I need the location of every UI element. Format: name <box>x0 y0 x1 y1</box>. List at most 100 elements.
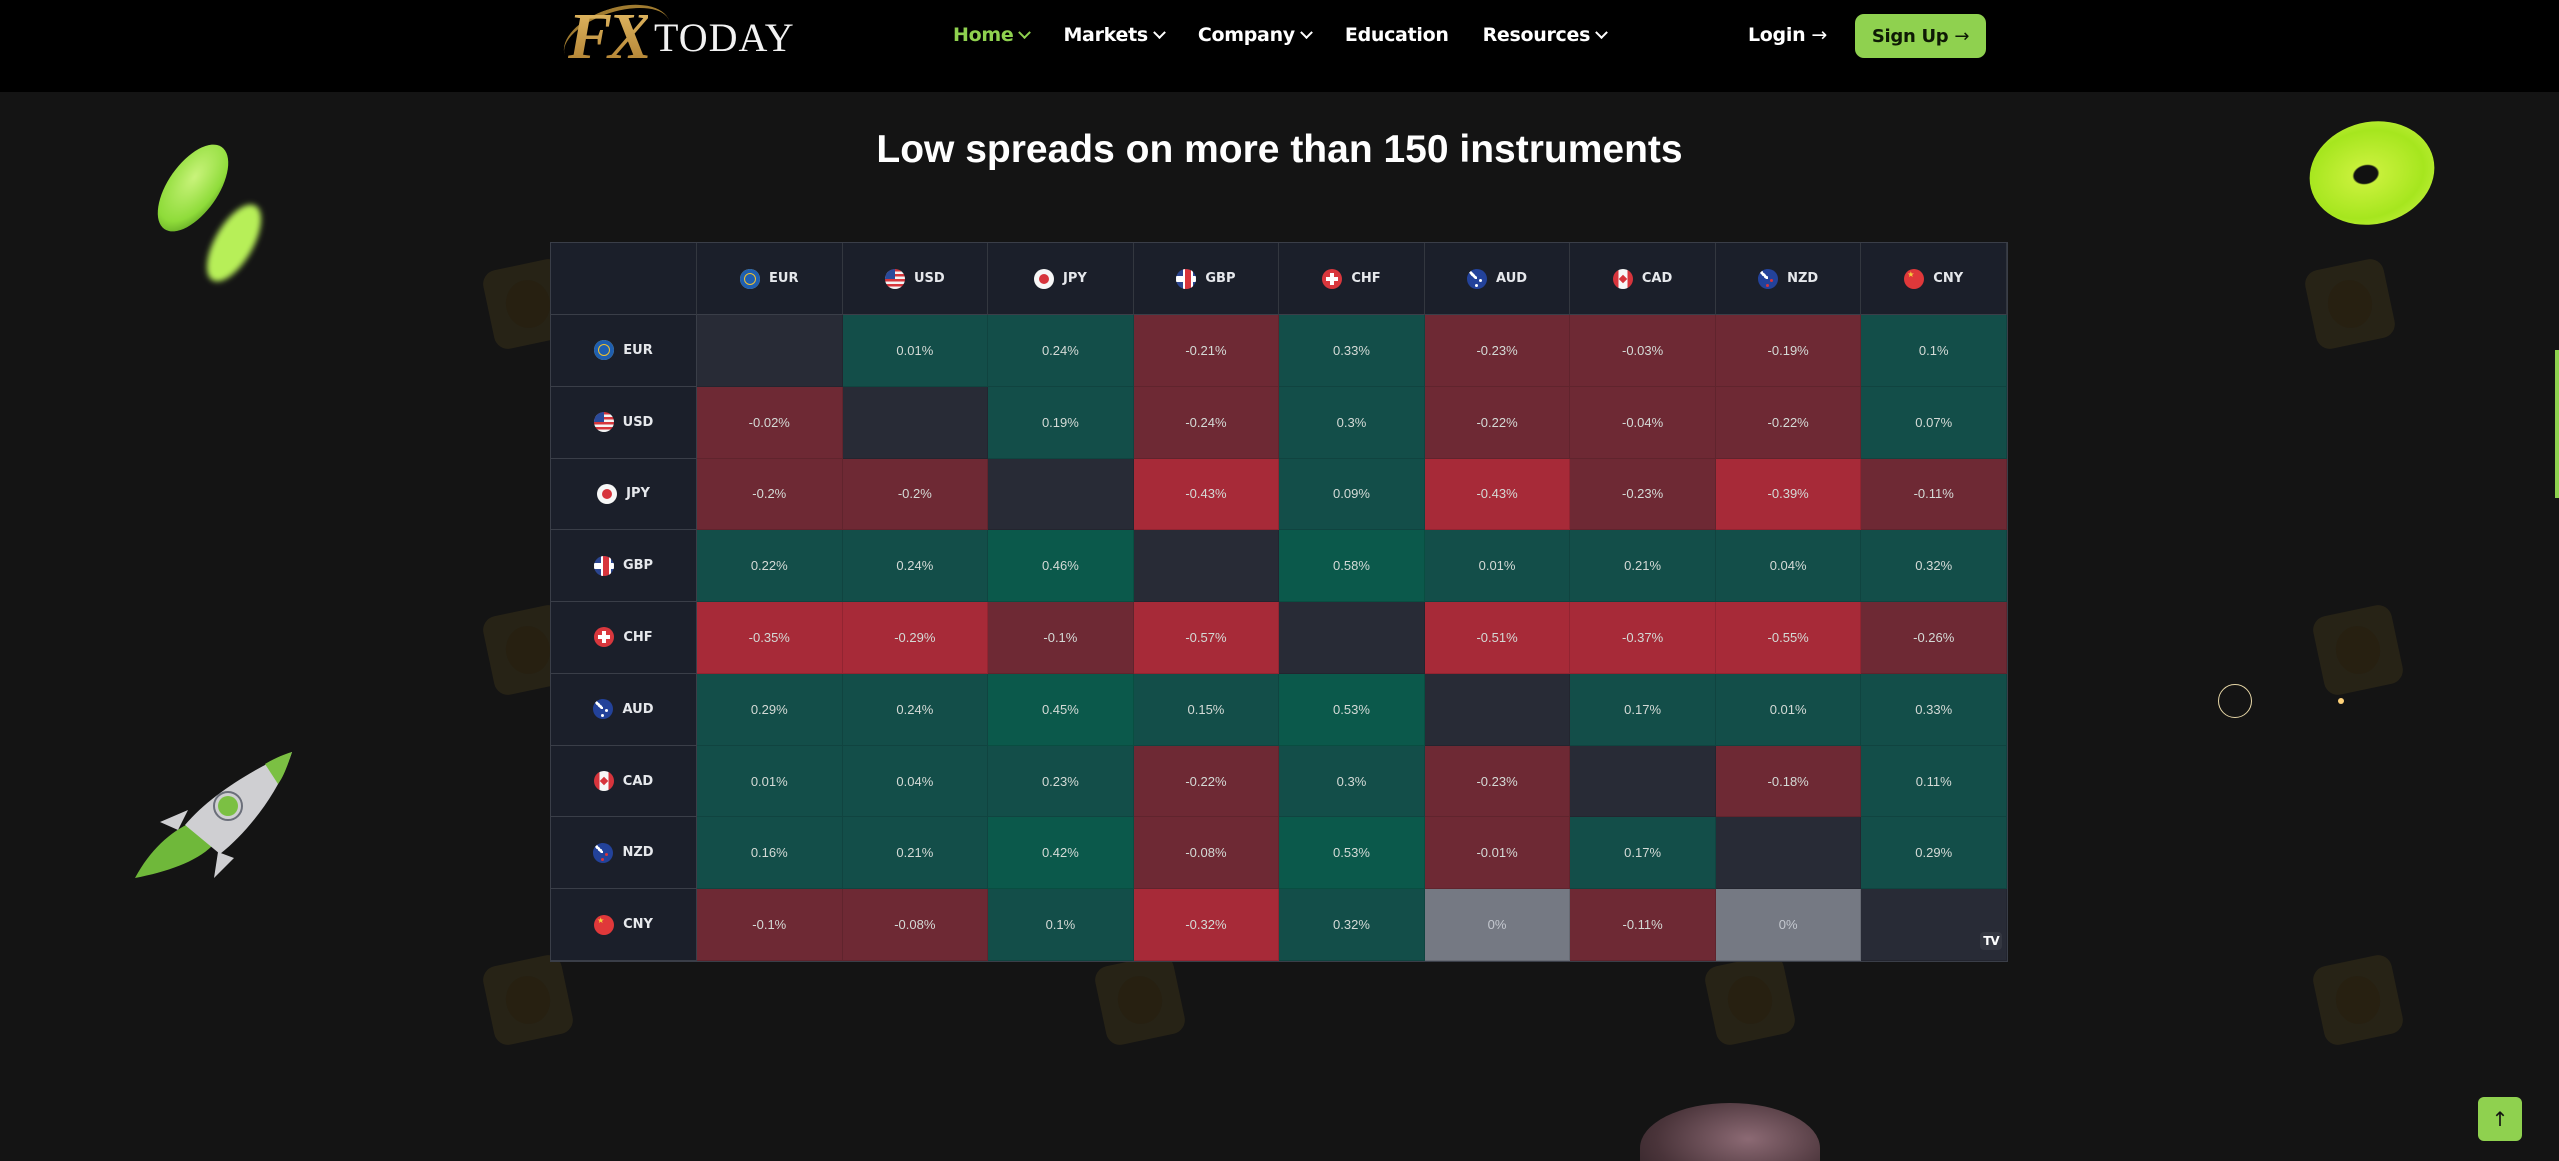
heatmap-cell[interactable]: 0.16% <box>697 817 843 890</box>
heatmap-cell[interactable]: 0.17% <box>1570 673 1716 746</box>
heatmap-cell[interactable]: 0.21% <box>842 817 989 890</box>
heatmap-cell[interactable]: 0.1% <box>1861 315 2007 387</box>
heatmap-cell[interactable]: 0.15% <box>1133 673 1280 746</box>
row-header-chf: CHF <box>551 602 697 674</box>
nav-item-resources[interactable]: Resources <box>1483 24 1608 46</box>
heatmap-cell-empty[interactable]: TV <box>1861 889 2007 961</box>
heatmap-cell[interactable]: -0.22% <box>1424 386 1571 459</box>
heatmap-cell-empty[interactable] <box>1133 530 1280 603</box>
heatmap-cell[interactable]: 0.3% <box>1279 386 1425 459</box>
currency-code: GBP <box>1205 271 1236 286</box>
heatmap-cell[interactable]: 0.33% <box>1279 315 1425 387</box>
heatmap-cell[interactable]: 0.04% <box>1715 530 1862 603</box>
heatmap-cell[interactable]: 0.42% <box>988 817 1134 890</box>
heatmap-cell[interactable]: 0.01% <box>1715 673 1862 746</box>
heatmap-cell[interactable]: 0.21% <box>1570 530 1716 603</box>
nav-item-company[interactable]: Company <box>1198 24 1313 46</box>
heatmap-cell-empty[interactable] <box>1570 745 1716 818</box>
heatmap-cell[interactable]: -0.02% <box>697 386 843 459</box>
tradingview-logo-icon[interactable]: TV <box>1980 932 2002 950</box>
heatmap-cell[interactable]: 0.22% <box>697 530 843 603</box>
heatmap-cell[interactable]: 0.24% <box>842 530 989 603</box>
heatmap-cell[interactable]: -0.21% <box>1133 315 1280 387</box>
heatmap-cell[interactable]: 0.01% <box>842 315 989 387</box>
heatmap-cell[interactable]: 0.29% <box>1861 817 2007 890</box>
heatmap-cell[interactable]: -0.23% <box>1424 315 1571 387</box>
heatmap-cell[interactable]: -0.11% <box>1570 889 1716 961</box>
heatmap-cell-empty[interactable] <box>697 315 843 387</box>
heatmap-cell[interactable]: -0.39% <box>1715 458 1862 531</box>
heatmap-cell[interactable]: -0.08% <box>1133 817 1280 890</box>
heatmap-cell[interactable]: -0.04% <box>1570 386 1716 459</box>
currency-code: AUD <box>622 701 654 717</box>
heatmap-cell[interactable]: -0.01% <box>1424 817 1571 890</box>
heatmap-cell[interactable]: 0.24% <box>842 673 989 746</box>
heatmap-cell[interactable]: -0.22% <box>1715 386 1862 459</box>
heatmap-cell[interactable]: 0.09% <box>1279 458 1425 531</box>
heatmap-cell[interactable]: -0.51% <box>1424 602 1571 674</box>
heatmap-cell[interactable]: 0.07% <box>1861 386 2007 459</box>
heatmap-cell-empty[interactable] <box>1279 602 1425 674</box>
watermark-logo <box>2302 256 2398 352</box>
heatmap-cell[interactable]: -0.43% <box>1424 458 1571 531</box>
signup-button[interactable]: Sign Up → <box>1855 14 1986 58</box>
nav-item-education[interactable]: Education <box>1345 24 1449 46</box>
heatmap-cell[interactable]: 0.46% <box>988 530 1134 603</box>
fx-today-logo[interactable]: FX TODAY <box>555 0 795 84</box>
heatmap-cell[interactable]: 0.32% <box>1861 530 2007 603</box>
heatmap-cell[interactable]: 0.29% <box>697 673 843 746</box>
heatmap-cell[interactable]: 0.01% <box>1424 530 1571 603</box>
heatmap-cell[interactable]: -0.2% <box>697 458 843 531</box>
heatmap-cell[interactable]: -0.23% <box>1570 458 1716 531</box>
heatmap-cell[interactable]: 0.53% <box>1279 817 1425 890</box>
heatmap-cell[interactable]: 0.04% <box>842 745 989 818</box>
nav-item-markets[interactable]: Markets <box>1063 24 1166 46</box>
heatmap-cell[interactable]: -0.1% <box>697 889 843 961</box>
heatmap-cell[interactable]: -0.35% <box>697 602 843 674</box>
heatmap-cell[interactable]: 0.11% <box>1861 745 2007 818</box>
heatmap-cell[interactable]: -0.32% <box>1133 889 1280 961</box>
watermark-logo <box>1702 952 1798 1048</box>
heatmap-cell[interactable]: 0.23% <box>988 745 1134 818</box>
heatmap-cell[interactable]: 0.24% <box>988 315 1134 387</box>
heatmap-cell[interactable]: 0% <box>1424 889 1571 961</box>
heatmap-cell[interactable]: 0.01% <box>697 745 843 818</box>
nav-item-home[interactable]: Home <box>953 24 1032 46</box>
heatmap-cell[interactable]: -0.19% <box>1715 315 1862 387</box>
currency-code: CAD <box>1641 271 1673 286</box>
heatmap-cell[interactable]: -0.18% <box>1715 745 1862 818</box>
heatmap-cell[interactable]: 0.58% <box>1279 530 1425 603</box>
heatmap-cell[interactable]: 0.19% <box>988 386 1134 459</box>
heatmap-cell[interactable]: -0.22% <box>1133 745 1280 818</box>
heatmap-cell-empty[interactable] <box>1715 817 1862 890</box>
arrow-up-icon: ↑ <box>2491 1107 2509 1131</box>
scroll-indicator[interactable] <box>2555 350 2559 498</box>
heatmap-cell[interactable]: -0.1% <box>988 602 1134 674</box>
heatmap-cell-empty[interactable] <box>988 458 1134 531</box>
heatmap-cell[interactable]: -0.11% <box>1861 458 2007 531</box>
heatmap-cell[interactable]: 0.33% <box>1861 673 2007 746</box>
heatmap-cell[interactable]: 0.3% <box>1279 745 1425 818</box>
currency-code: CAD <box>622 773 654 789</box>
heatmap-cell[interactable]: -0.43% <box>1133 458 1280 531</box>
heatmap-cell[interactable]: -0.29% <box>842 602 989 674</box>
heatmap-cell[interactable]: -0.23% <box>1424 745 1571 818</box>
heatmap-cell[interactable]: -0.08% <box>842 889 989 961</box>
heatmap-cell[interactable]: -0.2% <box>842 458 989 531</box>
scroll-to-top-button[interactable]: ↑ <box>2478 1097 2522 1141</box>
heatmap-cell[interactable]: -0.26% <box>1861 602 2007 674</box>
heatmap-cell[interactable]: 0.53% <box>1279 673 1425 746</box>
heatmap-cell-empty[interactable] <box>842 386 989 459</box>
heatmap-cell[interactable]: -0.57% <box>1133 602 1280 674</box>
heatmap-cell[interactable]: 0.32% <box>1279 889 1425 961</box>
heatmap-cell-empty[interactable] <box>1424 673 1571 746</box>
login-link[interactable]: Login → <box>1748 20 1827 50</box>
heatmap-cell[interactable]: -0.24% <box>1133 386 1280 459</box>
heatmap-cell[interactable]: -0.55% <box>1715 602 1862 674</box>
heatmap-cell[interactable]: 0% <box>1715 889 1862 961</box>
heatmap-cell[interactable]: -0.03% <box>1570 315 1716 387</box>
heatmap-cell[interactable]: 0.17% <box>1570 817 1716 890</box>
heatmap-cell[interactable]: 0.1% <box>988 889 1134 961</box>
heatmap-cell[interactable]: -0.37% <box>1570 602 1716 674</box>
heatmap-cell[interactable]: 0.45% <box>988 673 1134 746</box>
